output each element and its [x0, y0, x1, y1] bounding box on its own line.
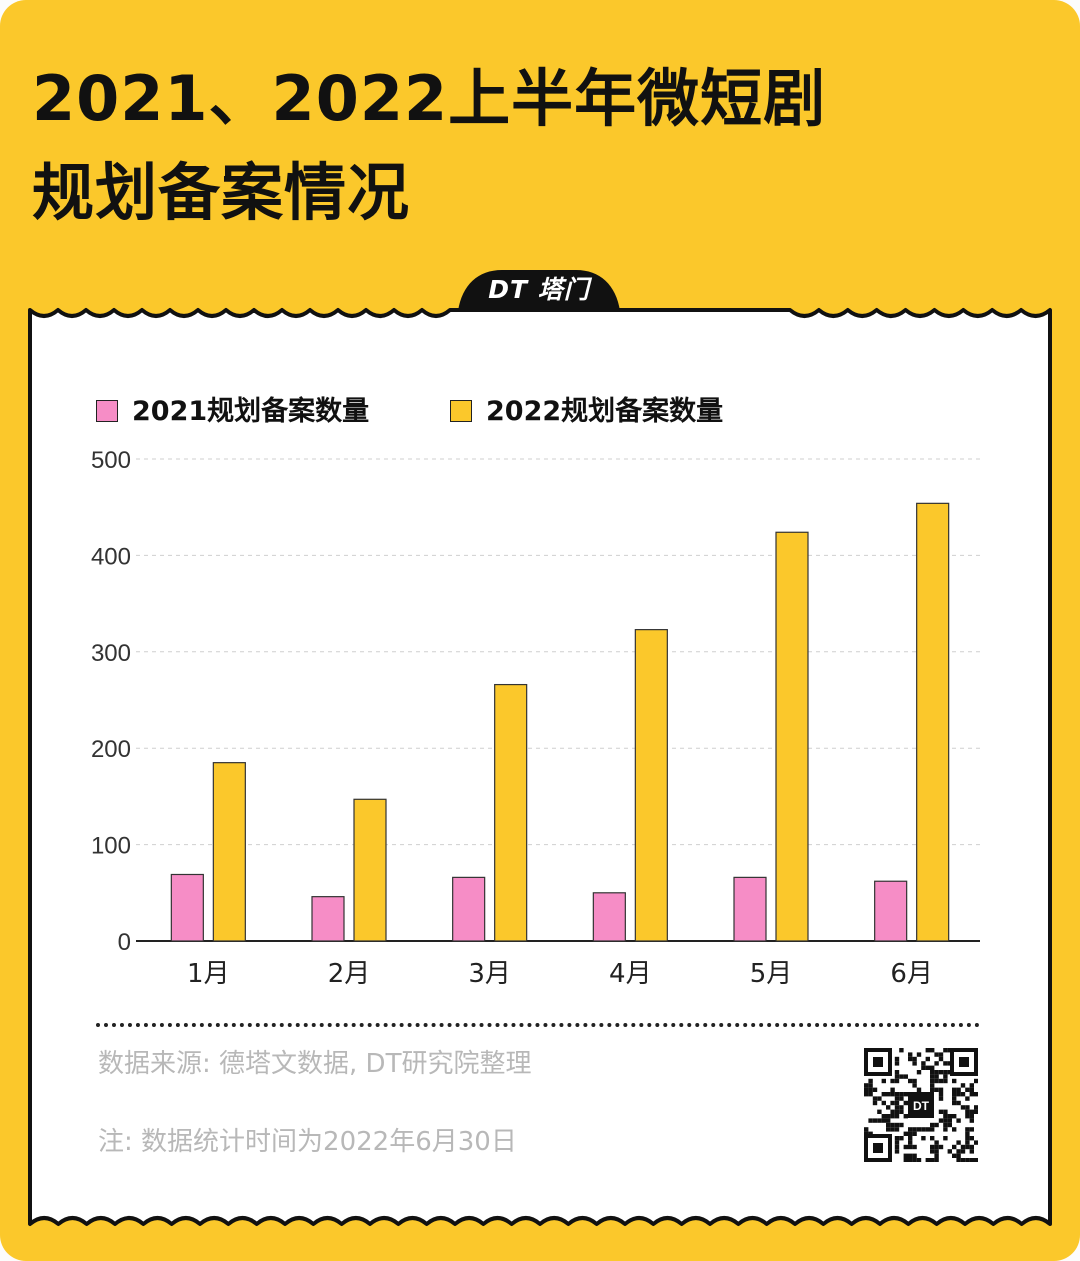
legend-swatch-2021 — [96, 400, 118, 422]
qr-code: DT — [864, 1048, 978, 1162]
x-tick-label: 1月 — [187, 959, 230, 989]
source-text: 数据来源: 德塔文数据, DT研究院整理 — [98, 1049, 532, 1079]
y-tick-label: 0 — [118, 929, 131, 956]
y-tick-label: 500 — [91, 447, 131, 474]
legend-label-2021: 2021规划备案数量 — [132, 396, 370, 427]
bar-2022-5 — [775, 531, 809, 942]
title-line-1: 2021、2022上半年微短剧 — [32, 62, 827, 135]
bar-2021-3 — [452, 876, 486, 942]
y-tick-label: 200 — [91, 736, 131, 763]
title-line-2: 规划备案情况 — [32, 156, 411, 229]
bar-2021-1 — [170, 873, 204, 942]
brand-badge-label: DT 塔门 — [488, 275, 590, 304]
bar-2022-1 — [212, 762, 246, 942]
bar-2021-5 — [733, 876, 767, 942]
bar-2021-6 — [874, 880, 908, 942]
note-text: 注: 数据统计时间为2022年6月30日 — [98, 1127, 517, 1157]
qr-logo-label: DT — [913, 1099, 930, 1113]
brand-badge — [458, 270, 620, 311]
y-tick-label: 100 — [91, 833, 131, 860]
page-title: 2021、2022上半年微短剧 规划备案情况 — [32, 52, 826, 240]
y-tick-label: 400 — [91, 543, 131, 570]
bar-2021-4 — [592, 892, 626, 942]
bar-chart: 0 100 200 300 400 500 1月 2月 3月 4月 5月 6月 — [91, 447, 980, 989]
bar-2022-6 — [916, 502, 950, 942]
dotted-divider — [96, 1023, 980, 1027]
x-tick-label: 5月 — [750, 959, 793, 989]
bar-2021-2 — [311, 896, 345, 942]
bar-2022-2 — [353, 798, 387, 942]
x-tick-label: 2月 — [328, 959, 371, 989]
bar-2022-4 — [634, 629, 668, 942]
x-tick-label: 4月 — [609, 959, 652, 989]
bar-2022-3 — [494, 683, 528, 942]
x-tick-label: 6月 — [890, 959, 933, 989]
legend-swatch-2022 — [450, 400, 472, 422]
legend-label-2022: 2022规划备案数量 — [486, 396, 724, 427]
y-tick-label: 300 — [91, 640, 131, 667]
x-tick-label: 3月 — [468, 959, 511, 989]
